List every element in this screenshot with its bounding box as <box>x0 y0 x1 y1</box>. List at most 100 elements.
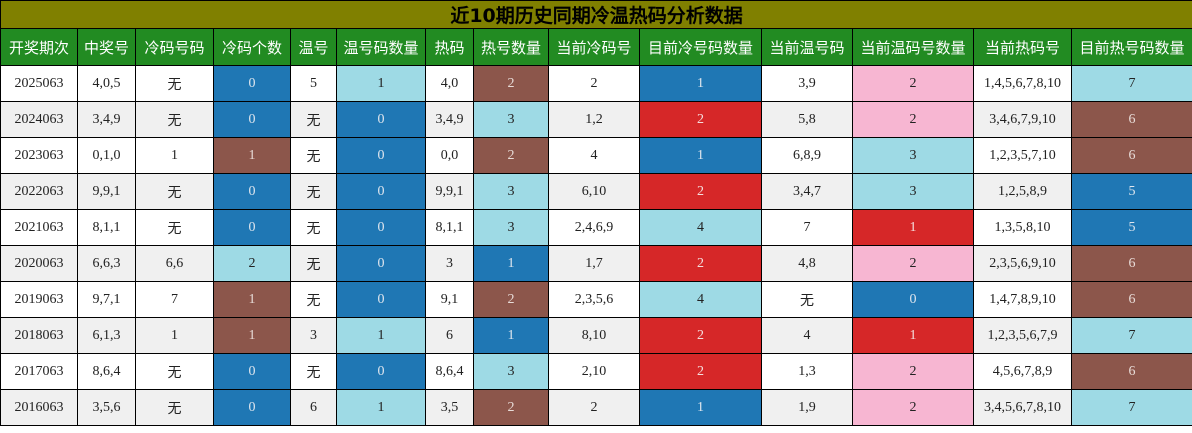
cell-current-warm: 6,8,9 <box>761 137 853 174</box>
cell-cold-numbers: 7 <box>135 281 214 318</box>
table-row: 2025063 4,0,5 无 0 5 1 4,0 2 2 1 3,9 2 1,4,5,6,7,8,10… <box>0 65 1192 102</box>
cell-hot-count: 3 <box>473 209 549 246</box>
cell-current-hot-count: 6 <box>1070 137 1192 174</box>
cell-current-hot: 1,3,5,8,10 <box>973 209 1072 246</box>
cell-cold-count: 0 <box>213 209 291 246</box>
cell-hot-numbers: 3,4,9 <box>425 101 474 138</box>
cell-warm-numbers: 5 <box>290 65 337 102</box>
cell-current-hot-count: 7 <box>1070 389 1192 426</box>
cell-winning-number: 3,5,6 <box>77 389 136 426</box>
cell-cold-numbers: 无 <box>135 101 214 138</box>
cell-current-cold: 2 <box>548 389 640 426</box>
cell-cold-numbers: 1 <box>135 317 214 354</box>
cell-hot-numbers: 8,1,1 <box>425 209 474 246</box>
cell-winning-number: 3,4,9 <box>77 101 136 138</box>
header-hot-count: 热号数量 <box>473 28 549 66</box>
cell-winning-number: 6,1,3 <box>77 317 136 354</box>
table-row: 2020063 6,6,3 6,6 2 无 0 3 1 1,7 2 4,8 2 2,3,5,6,9,10… <box>0 245 1192 282</box>
cell-current-warm-count: 2 <box>852 245 974 282</box>
table-row: 2024063 3,4,9 无 0 无 0 3,4,9 3 1,2 2 5,8 2 3,4,6,7,9,… <box>0 101 1192 138</box>
header-current-warm-count: 当前温码号数量 <box>852 28 974 66</box>
cell-warm-count: 1 <box>336 65 426 102</box>
cell-hot-count: 2 <box>473 281 549 318</box>
cell-period: 2016063 <box>0 389 78 426</box>
cell-current-warm: 无 <box>761 281 853 318</box>
cell-current-warm: 7 <box>761 209 853 246</box>
cell-period: 2025063 <box>0 65 78 102</box>
header-cold-numbers: 冷码号码 <box>135 28 214 66</box>
cell-current-cold: 6,10 <box>548 173 640 210</box>
cell-warm-numbers: 无 <box>290 101 337 138</box>
table-row: 2016063 3,5,6 无 0 6 1 3,5 2 2 1 1,9 2 3,4,5,6,7,8,10… <box>0 389 1192 426</box>
cell-hot-numbers: 0,0 <box>425 137 474 174</box>
cell-current-warm-count: 3 <box>852 137 974 174</box>
cell-warm-count: 0 <box>336 281 426 318</box>
cell-hot-count: 1 <box>473 245 549 282</box>
cell-hot-count: 2 <box>473 389 549 426</box>
cell-current-hot-count: 6 <box>1070 353 1192 390</box>
cell-cold-numbers: 6,6 <box>135 245 214 282</box>
cell-warm-count: 1 <box>336 317 426 354</box>
cell-current-cold-count: 2 <box>639 245 762 282</box>
cell-winning-number: 9,9,1 <box>77 173 136 210</box>
cell-period: 2020063 <box>0 245 78 282</box>
cell-warm-count: 0 <box>336 137 426 174</box>
table-row: 2021063 8,1,1 无 0 无 0 8,1,1 3 2,4,6,9 4 7 1 1,3,5,8,… <box>0 209 1192 246</box>
cell-current-hot: 1,2,3,5,7,10 <box>973 137 1072 174</box>
cell-hot-numbers: 3 <box>425 245 474 282</box>
cell-winning-number: 6,6,3 <box>77 245 136 282</box>
cell-current-cold: 1,7 <box>548 245 640 282</box>
cell-cold-numbers: 无 <box>135 173 214 210</box>
cell-warm-numbers: 无 <box>290 209 337 246</box>
cell-current-warm: 3,4,7 <box>761 173 853 210</box>
cell-current-cold: 2 <box>548 65 640 102</box>
cell-current-warm-count: 1 <box>852 209 974 246</box>
cell-current-hot-count: 6 <box>1070 281 1192 318</box>
cell-current-cold: 2,3,5,6 <box>548 281 640 318</box>
cell-hot-count: 2 <box>473 65 549 102</box>
cell-hot-count: 3 <box>473 173 549 210</box>
cell-period: 2021063 <box>0 209 78 246</box>
cell-period: 2018063 <box>0 317 78 354</box>
cell-cold-count: 0 <box>213 65 291 102</box>
cell-cold-numbers: 无 <box>135 353 214 390</box>
cell-cold-numbers: 无 <box>135 209 214 246</box>
header-current-hot: 当前热码号 <box>973 28 1072 66</box>
cell-current-warm-count: 3 <box>852 173 974 210</box>
header-warm-numbers: 温号 <box>290 28 337 66</box>
cell-hot-count: 1 <box>473 317 549 354</box>
header-hot-numbers: 热码 <box>425 28 474 66</box>
cell-cold-numbers: 1 <box>135 137 214 174</box>
cell-current-hot-count: 5 <box>1070 209 1192 246</box>
cell-hot-numbers: 3,5 <box>425 389 474 426</box>
cell-current-cold: 4 <box>548 137 640 174</box>
table-body: 2025063 4,0,5 无 0 5 1 4,0 2 2 1 3,9 2 1,4,5,6,7,8,10… <box>0 65 1192 426</box>
cell-period: 2019063 <box>0 281 78 318</box>
cell-current-warm: 1,3 <box>761 353 853 390</box>
cell-current-warm-count: 1 <box>852 317 974 354</box>
header-period: 开奖期次 <box>0 28 78 66</box>
cell-winning-number: 4,0,5 <box>77 65 136 102</box>
cell-winning-number: 9,7,1 <box>77 281 136 318</box>
table-row: 2022063 9,9,1 无 0 无 0 9,9,1 3 6,10 2 3,4,7 3 1,2,5,8… <box>0 173 1192 210</box>
cell-hot-count: 3 <box>473 353 549 390</box>
cell-cold-count: 0 <box>213 389 291 426</box>
cell-current-hot: 1,4,7,8,9,10 <box>973 281 1072 318</box>
header-current-cold: 当前冷码号 <box>548 28 640 66</box>
cell-cold-count: 2 <box>213 245 291 282</box>
cell-current-cold-count: 2 <box>639 173 762 210</box>
cell-warm-count: 0 <box>336 245 426 282</box>
cell-warm-numbers: 无 <box>290 281 337 318</box>
cell-current-cold-count: 2 <box>639 317 762 354</box>
cell-current-warm-count: 2 <box>852 389 974 426</box>
cell-current-cold-count: 2 <box>639 353 762 390</box>
cell-hot-count: 3 <box>473 101 549 138</box>
cell-warm-numbers: 无 <box>290 353 337 390</box>
table-row: 2017063 8,6,4 无 0 无 0 8,6,4 3 2,10 2 1,3 2 4,5,6,7,8… <box>0 353 1192 390</box>
table-title: 近10期历史同期冷温热码分析数据 <box>0 0 1192 29</box>
cell-current-warm: 5,8 <box>761 101 853 138</box>
cell-winning-number: 0,1,0 <box>77 137 136 174</box>
cell-current-cold: 2,10 <box>548 353 640 390</box>
cell-warm-numbers: 无 <box>290 173 337 210</box>
